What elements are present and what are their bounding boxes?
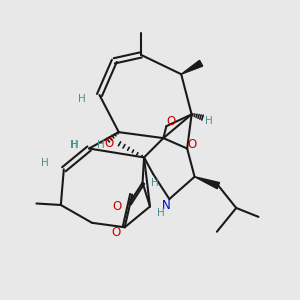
- Text: H: H: [205, 116, 213, 126]
- Text: O: O: [104, 137, 114, 150]
- Polygon shape: [181, 60, 203, 74]
- Text: O: O: [113, 200, 122, 213]
- Text: H: H: [158, 208, 165, 218]
- Text: H: H: [70, 140, 77, 150]
- Text: H: H: [97, 140, 105, 150]
- Text: N: N: [162, 200, 171, 212]
- Text: H: H: [71, 140, 79, 150]
- Text: H: H: [151, 178, 158, 188]
- Text: O: O: [111, 226, 120, 239]
- Text: H: H: [78, 94, 86, 104]
- Text: O: O: [188, 138, 197, 151]
- Text: H: H: [40, 158, 48, 168]
- Polygon shape: [195, 177, 220, 189]
- Text: O: O: [167, 115, 176, 128]
